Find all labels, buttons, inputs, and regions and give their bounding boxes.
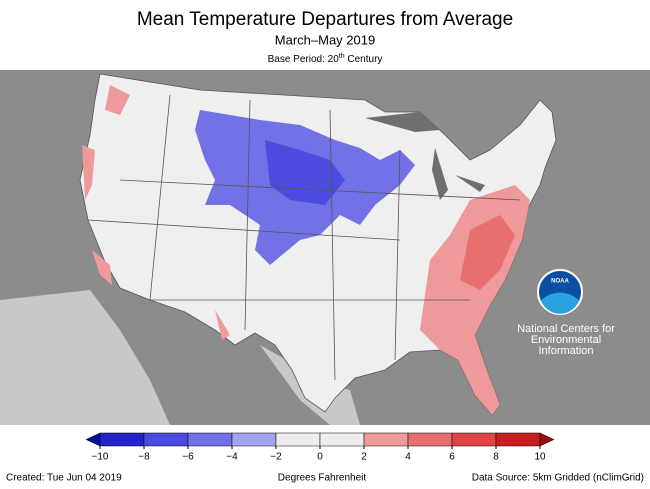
- tick-label: 8: [493, 452, 499, 463]
- tick-label: −6: [182, 452, 194, 463]
- mexico: [0, 290, 360, 425]
- base-period-suffix: Century: [345, 54, 383, 65]
- subtitle: March–May 2019: [275, 32, 375, 47]
- color-bin: [99, 432, 145, 447]
- color-bin: [363, 432, 409, 447]
- source: Data Source: 5km Gridded (nClimGrid): [472, 473, 644, 484]
- color-bin: [187, 432, 233, 447]
- color-bin: [319, 432, 365, 447]
- tick-label: −4: [226, 452, 238, 463]
- color-bin: [275, 432, 321, 447]
- warm-core: [460, 215, 515, 290]
- tick-label: −2: [270, 452, 282, 463]
- base-period: Base Period: 20th Century: [268, 53, 383, 65]
- tick-label: 6: [449, 452, 455, 463]
- legend-label: Degrees Fahrenheit: [278, 473, 367, 484]
- color-bin: [451, 432, 497, 447]
- base-period-prefix: Base Period: 20: [268, 54, 340, 65]
- under-arrow: [85, 432, 101, 447]
- tick-label: −8: [138, 452, 150, 463]
- color-bin: [231, 432, 277, 447]
- map: NOAA: [0, 70, 650, 425]
- noaa-name: NOAA: [551, 279, 569, 285]
- tick-label: −10: [92, 452, 109, 463]
- title: Mean Temperature Departures from Average: [137, 9, 513, 30]
- cold-core: [265, 140, 345, 205]
- created: Created: Tue Jun 04 2019: [6, 473, 122, 484]
- color-bin: [407, 432, 453, 447]
- color-bin: [143, 432, 189, 447]
- logo-line: Environmental: [531, 334, 601, 346]
- logo-line: Information: [538, 345, 593, 357]
- tick-label: 0: [317, 452, 323, 463]
- noaa-wave: [541, 292, 579, 314]
- tick-label: 4: [405, 452, 411, 463]
- over-arrow: [539, 432, 555, 447]
- tick-label: 2: [361, 452, 367, 463]
- base-period-sup: th: [339, 53, 345, 60]
- color-bin: [495, 432, 541, 447]
- great-lakes: [365, 112, 485, 200]
- logo-line: National Centers for: [517, 323, 615, 335]
- tick-label: 10: [534, 452, 546, 463]
